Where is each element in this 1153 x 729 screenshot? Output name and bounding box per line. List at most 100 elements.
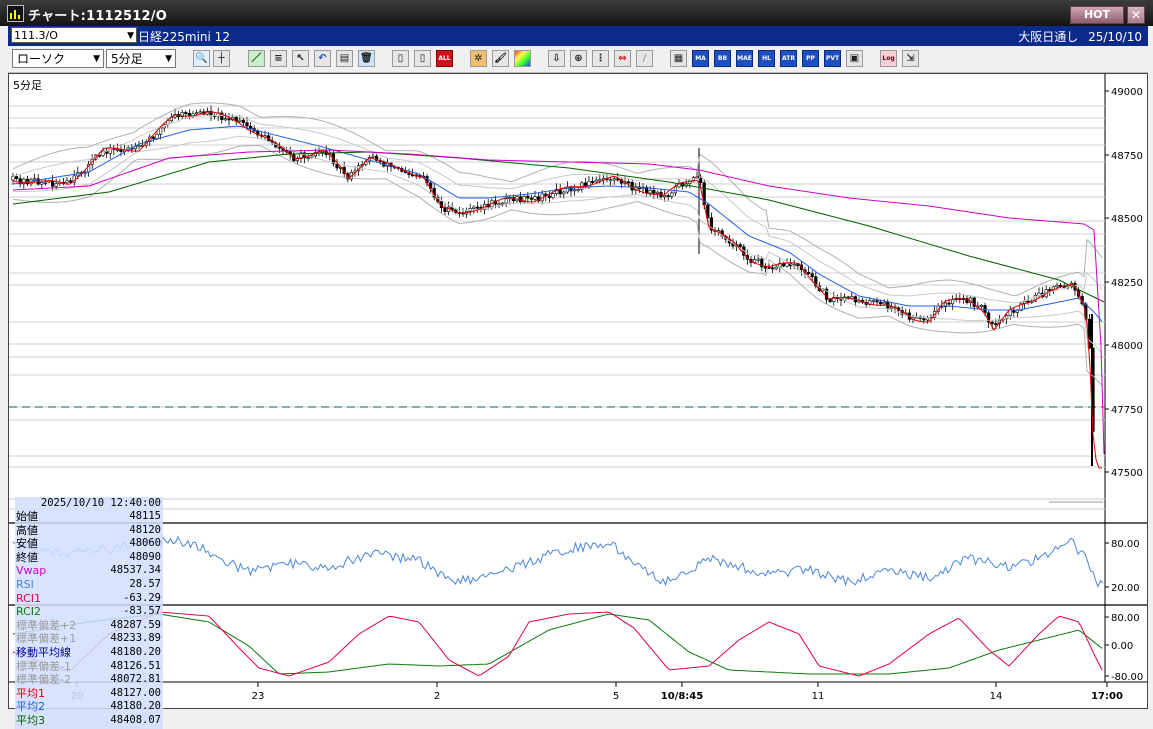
candle-body xyxy=(18,178,22,185)
candle-body xyxy=(756,258,760,261)
candle-body xyxy=(792,264,796,267)
candle-body xyxy=(306,157,310,159)
pointer-icon[interactable]: ↖ xyxy=(292,50,309,67)
bollinger-indicator-icon[interactable]: BB xyxy=(714,50,731,67)
info-row-8: 標準偏差+2 48287.59 xyxy=(15,619,163,632)
candle-body xyxy=(295,158,300,162)
time-axis-label: 11 xyxy=(812,691,825,702)
info-label: 移動平均線 xyxy=(16,646,71,659)
bar-right-icon[interactable]: ▯ xyxy=(414,50,431,67)
candle-body xyxy=(572,189,577,192)
info-value: 48408.07 xyxy=(110,714,161,726)
time-axis-label: 17:00 xyxy=(1091,691,1123,702)
disabled-tool-icon[interactable]: / xyxy=(636,50,653,67)
chart-area[interactable]: 5分足 49000 48750 48500 48250 48000 47750 47500 80… xyxy=(8,73,1148,729)
crosshair-icon[interactable]: ┼ xyxy=(213,50,230,67)
candle-body xyxy=(320,150,325,153)
hot-button[interactable]: HOT xyxy=(1070,6,1124,24)
info-label: 標準偏差+1 xyxy=(16,632,77,646)
average1-line xyxy=(12,111,1103,469)
bar-left-icon[interactable]: ▯ xyxy=(392,50,409,67)
download-icon[interactable]: ⇩ xyxy=(548,50,565,67)
candle-body xyxy=(882,302,886,305)
info-label: 高値 xyxy=(16,523,38,537)
atr-indicator-icon[interactable]: ATR xyxy=(780,50,797,67)
candle-body xyxy=(299,152,303,160)
pvt-indicator-icon[interactable]: PVT xyxy=(824,50,841,67)
candle-body xyxy=(889,306,893,309)
info-label: 標準偏差-1 xyxy=(16,659,71,673)
hl-indicator-icon[interactable]: HL xyxy=(758,50,775,67)
chart-style-select[interactable]: ローソク ▼ xyxy=(12,49,104,68)
candle-body xyxy=(666,195,670,197)
candle-body xyxy=(504,198,508,204)
candle-body xyxy=(511,197,516,202)
pivot-point-icon[interactable]: PP xyxy=(802,50,819,67)
candle-body xyxy=(770,267,775,270)
info-value: 48060 xyxy=(129,537,161,550)
candle-body xyxy=(655,191,659,194)
candle-body xyxy=(500,202,505,205)
ma-indicator-icon[interactable]: MA xyxy=(692,50,709,67)
price-chart[interactable]: 5分足 49000 48750 48500 48250 48000 47750 47500 80… xyxy=(9,74,1147,708)
timeframe-select[interactable]: 5分足 ▼ xyxy=(106,49,176,68)
candle-body xyxy=(32,178,37,181)
price-axis-label: 48250 xyxy=(1111,278,1143,289)
info-label: RCI1 xyxy=(16,591,42,605)
document-icon[interactable]: ▤ xyxy=(336,50,353,67)
candle-body xyxy=(277,146,282,149)
trendline-icon[interactable]: ／ xyxy=(248,50,265,67)
candle-body xyxy=(497,203,501,206)
bollinger-upper2-line xyxy=(12,102,1103,297)
rsi-line xyxy=(12,535,1104,588)
trash-icon[interactable]: 🗑 xyxy=(358,50,375,67)
info-row-5: RSI 28.57 xyxy=(15,578,163,591)
candle-body xyxy=(547,195,551,198)
candle-body xyxy=(648,189,652,194)
time-axis-label: 5 xyxy=(613,691,619,702)
info-row-9: 標準偏差+1 48233.89 xyxy=(15,632,163,645)
export-icon[interactable]: ⇲ xyxy=(902,50,919,67)
info-value: 48180.20 xyxy=(110,700,161,713)
parallel-line-icon[interactable]: ≡ xyxy=(270,50,287,67)
candle-body xyxy=(670,192,674,197)
log-scale-icon[interactable]: Log xyxy=(880,50,897,67)
info-value: 28.57 xyxy=(129,578,161,590)
undo-icon[interactable]: ↶ xyxy=(314,50,331,67)
window-frame-icon[interactable]: ▣ xyxy=(846,50,863,67)
candle-body xyxy=(238,119,242,122)
info-row-10: 移動平均線 48180.20 xyxy=(15,646,163,659)
candle-body xyxy=(878,301,883,305)
info-label: 終値 xyxy=(16,550,38,564)
candle-body xyxy=(990,321,994,324)
current-date: 25/10/10 xyxy=(1088,30,1142,44)
color-palette-icon[interactable] xyxy=(514,50,531,67)
info-row-4: Vwap 48537.34 xyxy=(15,564,163,577)
bollinger-lower2-line xyxy=(12,144,1103,386)
settings-icon[interactable]: ✲ xyxy=(470,50,487,67)
candle-body xyxy=(760,258,764,268)
candle-body xyxy=(810,273,814,278)
indicator-grid-icon[interactable]: ▦ xyxy=(670,50,687,67)
symbol-combobox[interactable]: 111.3/O ▼ xyxy=(11,27,137,43)
zoom-icon[interactable]: 🔍 xyxy=(193,50,210,67)
candle-body xyxy=(50,180,55,187)
search-chart-icon[interactable]: ⊕ xyxy=(570,50,587,67)
candle-body xyxy=(65,180,69,183)
candle-body xyxy=(785,262,789,267)
info-value: 48115 xyxy=(129,510,161,522)
candle-body xyxy=(562,191,566,195)
mae-indicator-icon[interactable]: MAE xyxy=(736,50,753,67)
candle-body xyxy=(220,112,224,120)
grid-icon[interactable]: ⋮ xyxy=(592,50,609,67)
instrument-bar: 111.3/O ▼ 日経225mini 12 大阪日通し 25/10/10 xyxy=(8,26,1148,46)
brush-icon[interactable]: 🖌 xyxy=(492,50,509,67)
candle-body xyxy=(54,183,58,187)
all-button[interactable]: ALL xyxy=(436,50,453,67)
session-label: 大阪日通し xyxy=(1018,30,1079,44)
compare-icon[interactable]: ⇔ xyxy=(614,50,631,67)
info-datetime: 2025/10/10 12:40:00 xyxy=(40,497,161,509)
close-window-button[interactable]: ✕ xyxy=(1127,6,1145,24)
candle-body xyxy=(767,266,771,269)
rci-axis-label: -80.00 xyxy=(1111,672,1143,683)
